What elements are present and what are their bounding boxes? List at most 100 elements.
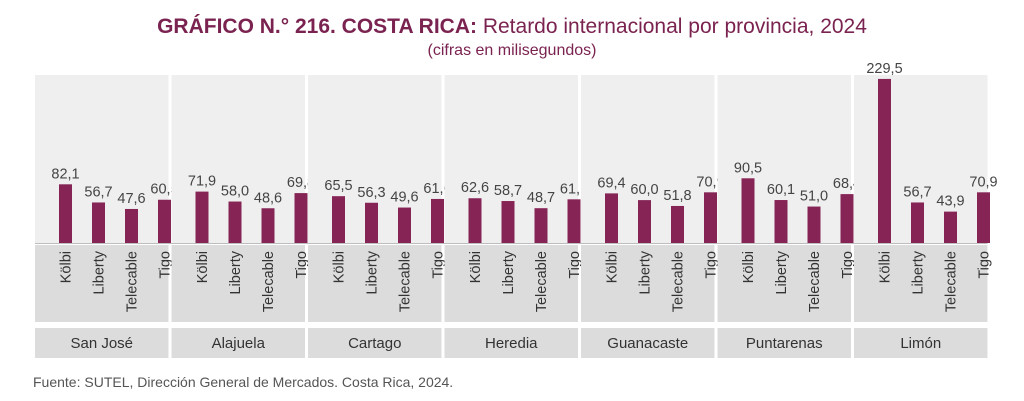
category-band-cartago (308, 245, 442, 322)
tick-label-cartago-kolbi: Kölbi (332, 251, 348, 283)
bar-alajuela-telecable (261, 208, 275, 243)
bar-cartago-tigo (431, 198, 444, 243)
tick-label-alajuela-telecable: Telecable (261, 251, 277, 312)
tick-label-guanacaste-liberty: Liberty (638, 250, 654, 294)
chart-header: GRÁFICO N.° 216. COSTA RICA: Retardo int… (0, 14, 1024, 61)
tick-label-limon-kolbi: Kölbi (878, 251, 894, 283)
tick-label-cartago-liberty: Liberty (365, 250, 381, 294)
province-label-puntarenas: Puntarenas (746, 335, 823, 352)
province-band-guanacaste (581, 328, 715, 358)
tick-label-heredia-kolbi: Kölbi (468, 251, 484, 283)
data-label-guanacaste-telecable: 51,8 (663, 188, 691, 204)
tick-label-guanacaste-kolbi: Kölbi (605, 251, 621, 283)
tick-label-puntarenas-tigo: Tigo (840, 251, 856, 279)
bar-guanacaste-tigo (704, 192, 717, 243)
data-label-alajuela-kolbi: 71,9 (188, 174, 216, 190)
bar-cartago-telecable (398, 207, 411, 243)
bar-limon-liberty (911, 202, 924, 243)
category-band-alajuela (171, 245, 305, 322)
tick-label-cartago-tigo: Tigo (431, 251, 447, 279)
province-label-limon: Limón (900, 335, 941, 352)
chart-title-rest: Retardo internacional por provincia, 202… (477, 15, 867, 38)
province-label-cartago: Cartago (348, 335, 401, 352)
province-band-alajuela (171, 328, 305, 358)
data-label-san-jose-telecable: 47,6 (117, 191, 145, 207)
bar-alajuela-liberty (228, 201, 242, 243)
bar-heredia-tigo (567, 199, 581, 243)
source-note: Fuente: SUTEL, Dirección General de Merc… (33, 374, 454, 390)
data-label-cartago-kolbi: 65,5 (324, 178, 352, 194)
tick-label-heredia-telecable: Telecable (534, 251, 550, 312)
category-band-limon (854, 245, 988, 322)
tick-label-alajuela-kolbi: Kölbi (195, 251, 211, 283)
bar-limon-telecable (944, 211, 957, 243)
bar-guanacaste-telecable (671, 205, 684, 243)
category-band-heredia (444, 245, 578, 322)
data-label-cartago-liberty: 56,3 (357, 185, 385, 201)
category-band-puntarenas (717, 245, 851, 322)
category-band-san-jose (35, 245, 169, 322)
bar-cartago-kolbi (332, 196, 345, 243)
bar-puntarenas-liberty (774, 200, 788, 243)
bar-guanacaste-kolbi (605, 193, 618, 243)
province-label-alajuela: Alajuela (212, 335, 266, 352)
tick-label-san-jose-kolbi: Kölbi (59, 251, 75, 283)
chart-subtitle: (cifras en milisegundos) (427, 42, 597, 59)
chart-title-bold: GRÁFICO N.° 216. COSTA RICA: (157, 15, 477, 38)
data-label-heredia-telecable: 48,7 (527, 190, 555, 206)
data-label-alajuela-liberty: 58,0 (221, 184, 249, 200)
bar-limon-tigo (977, 192, 990, 243)
bar-heredia-kolbi (468, 198, 482, 243)
province-label-san-jose: San José (70, 335, 133, 352)
tick-label-heredia-liberty: Liberty (501, 250, 517, 294)
tick-label-guanacaste-tigo: Tigo (704, 251, 720, 279)
province-label-heredia: Heredia (485, 335, 538, 352)
tick-label-puntarenas-liberty: Liberty (774, 250, 790, 294)
category-band-guanacaste (581, 245, 715, 322)
bar-guanacaste-liberty (638, 200, 651, 243)
bar-puntarenas-kolbi (741, 178, 755, 243)
tick-label-heredia-tigo: Tigo (567, 251, 583, 279)
bar-heredia-liberty (501, 201, 515, 243)
tick-label-puntarenas-kolbi: Kölbi (741, 251, 757, 283)
tick-label-cartago-telecable: Telecable (398, 251, 414, 312)
bar-puntarenas-tigo (840, 194, 854, 243)
bar-cartago-liberty (365, 202, 378, 243)
tick-label-limon-tigo: Tigo (977, 251, 993, 279)
tick-label-alajuela-tigo: Tigo (294, 251, 310, 279)
data-label-limon-liberty: 56,7 (903, 184, 931, 200)
data-label-heredia-kolbi: 62,6 (461, 180, 489, 196)
province-band-limon (854, 328, 988, 358)
data-label-cartago-telecable: 49,6 (390, 190, 418, 206)
data-label-guanacaste-liberty: 60,0 (630, 182, 658, 198)
data-label-san-jose-kolbi: 82,1 (51, 166, 79, 182)
tick-label-guanacaste-telecable: Telecable (671, 251, 687, 312)
tick-label-san-jose-tigo: Tigo (158, 251, 174, 279)
data-label-puntarenas-telecable: 51,0 (800, 189, 828, 205)
province-band-san-jose (35, 328, 169, 358)
data-label-limon-tigo: 70,9 (969, 174, 997, 190)
data-label-puntarenas-kolbi: 90,5 (734, 160, 762, 176)
bar-limon-kolbi (878, 78, 891, 243)
province-label-guanacaste: Guanacaste (607, 335, 688, 352)
tick-label-san-jose-telecable: Telecable (125, 251, 141, 312)
bar-san-jose-liberty (92, 202, 105, 243)
bar-puntarenas-telecable (807, 206, 821, 243)
data-label-alajuela-telecable: 48,6 (254, 190, 282, 206)
data-label-san-jose-liberty: 56,7 (84, 184, 112, 200)
bar-alajuela-kolbi (195, 191, 209, 243)
bar-san-jose-telecable (125, 208, 138, 243)
data-label-puntarenas-liberty: 60,1 (767, 182, 795, 198)
chart-title: GRÁFICO N.° 216. COSTA RICA: Retardo int… (0, 14, 1024, 40)
data-label-limon-telecable: 43,9 (936, 194, 964, 210)
bar-san-jose-tigo (158, 199, 171, 243)
province-band-puntarenas (717, 328, 851, 358)
data-label-guanacaste-kolbi: 69,4 (597, 175, 625, 191)
bar-heredia-telecable (534, 208, 548, 243)
tick-label-san-jose-liberty: Liberty (92, 250, 108, 294)
province-band-heredia (444, 328, 578, 358)
tick-label-puntarenas-telecable: Telecable (807, 251, 823, 312)
bar-alajuela-tigo (294, 193, 308, 243)
tick-label-limon-liberty: Liberty (911, 250, 927, 294)
data-label-limon-kolbi: 229,5 (866, 61, 902, 77)
